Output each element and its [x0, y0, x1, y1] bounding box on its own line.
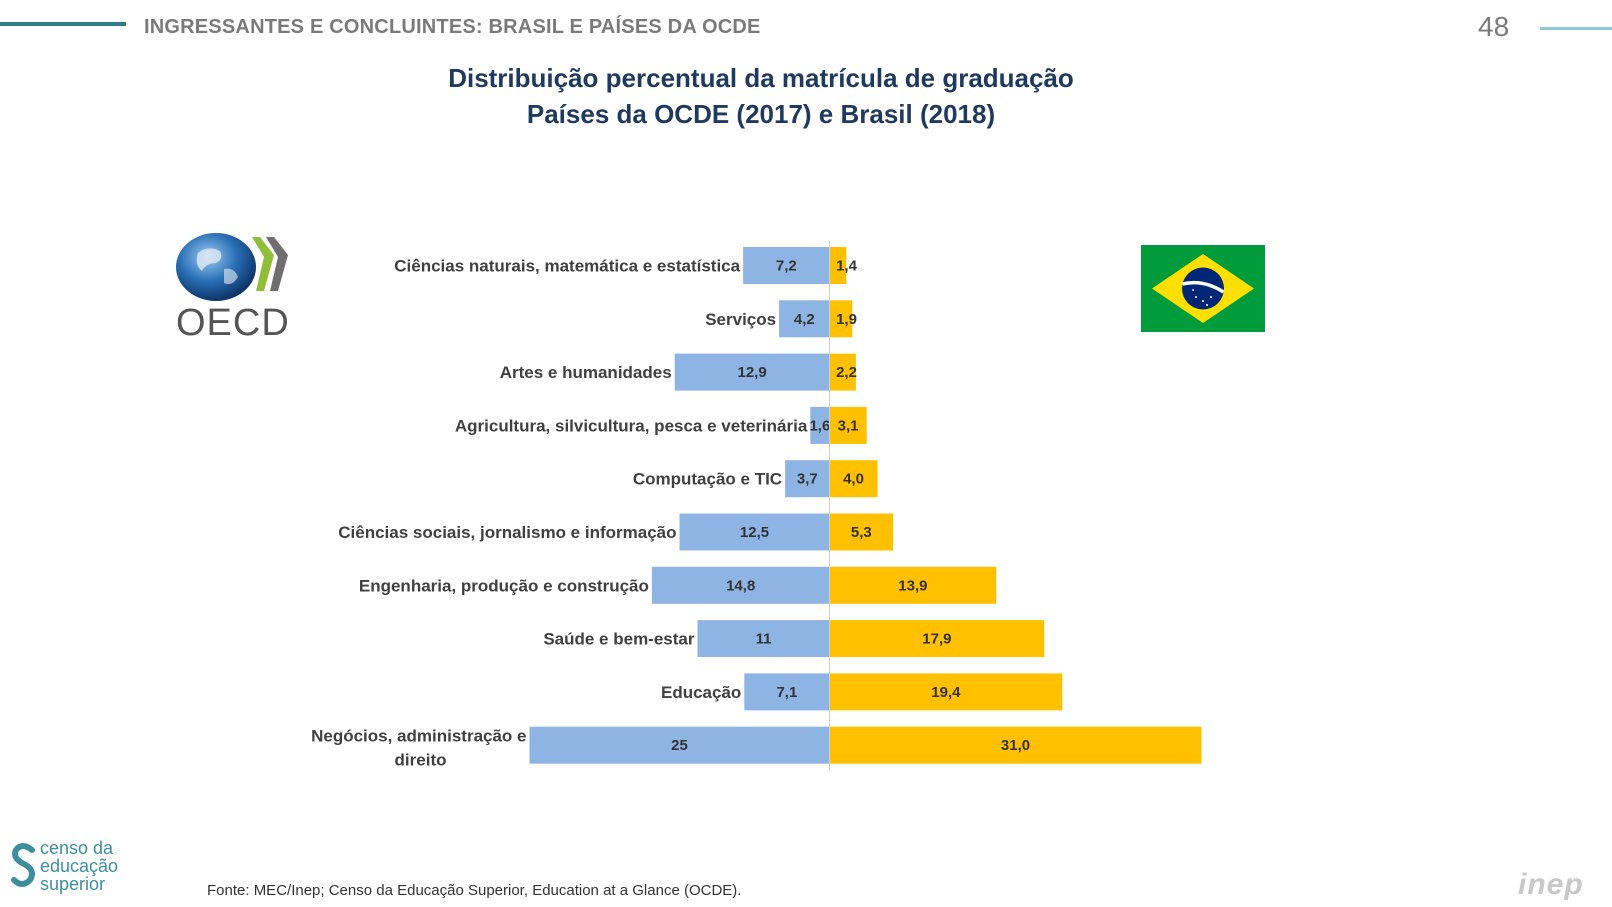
bar-brasil-1 — [829, 300, 853, 338]
brazil-flag-icon — [1141, 245, 1265, 332]
header-accent-line-right — [1540, 27, 1612, 30]
value-label-brasil-9: 31,0 — [1001, 737, 1030, 754]
source-note: Fonte: MEC/Inep; Censo da Educação Super… — [207, 882, 742, 899]
bar-oecd-5 — [679, 513, 830, 551]
value-label-oecd-0: 7,2 — [776, 258, 797, 275]
chevron-icon — [252, 237, 274, 291]
category-label-3: Agricultura, silvicultura, pesca e veter… — [455, 416, 808, 435]
value-label-oecd-6: 14,8 — [726, 577, 755, 594]
bar-brasil-0 — [829, 247, 847, 284]
bar-brasil-7 — [829, 620, 1045, 658]
value-label-brasil-1: 1,9 — [836, 311, 857, 328]
bar-oecd-4 — [785, 460, 830, 498]
value-label-oecd-4: 3,7 — [797, 471, 818, 488]
globe-icon — [176, 233, 256, 301]
bar-brasil-8 — [829, 673, 1063, 711]
oecd-logo: OECD — [176, 233, 290, 343]
category-label-0: Ciências naturais, matemática e estatíst… — [394, 257, 740, 276]
category-label-1: Serviços — [705, 310, 776, 329]
value-label-brasil-3: 3,1 — [838, 417, 859, 434]
bar-brasil-2 — [829, 353, 856, 391]
value-label-brasil-5: 5,3 — [851, 524, 872, 541]
header-accent-line-left — [0, 22, 126, 26]
value-label-oecd-5: 12,5 — [740, 524, 769, 541]
category-label-2: Artes e humanidades — [500, 363, 672, 382]
value-label-brasil-6: 13,9 — [898, 577, 927, 594]
category-label-6: Engenharia, produção e construção — [359, 576, 649, 595]
page-number: 48 — [1478, 11, 1510, 42]
value-label-oecd-1: 4,2 — [794, 311, 815, 328]
censo-line-1: censo da — [40, 838, 114, 858]
value-label-brasil-4: 4,0 — [843, 471, 864, 488]
value-label-oecd-8: 7,1 — [776, 684, 797, 701]
category-label-8: Educação — [661, 683, 741, 702]
bar-oecd-7 — [697, 620, 830, 658]
censo-logo: censo da educação superior — [10, 838, 150, 904]
inep-logo: inep — [1518, 868, 1584, 901]
category-label-9-line2: direito — [395, 751, 447, 770]
bar-oecd-2 — [674, 353, 830, 391]
category-label-5: Ciências sociais, jornalismo e informaçã… — [338, 523, 676, 542]
chart-title-line-2: Países da OCDE (2017) e Brasil (2018) — [526, 99, 996, 129]
bar-oecd-0 — [743, 247, 830, 284]
section-title: INGRESSANTES E CONCLUINTES: BRASIL E PAÍ… — [144, 16, 761, 38]
bar-oecd-9 — [529, 726, 830, 764]
bar-brasil-4 — [829, 460, 878, 498]
bar-brasil-9 — [829, 726, 1202, 764]
value-label-brasil-2: 2,2 — [836, 364, 857, 381]
chart-title-line-1: Distribuição percentual da matrícula de … — [448, 63, 1074, 93]
value-label-brasil-0: 1,4 — [836, 258, 858, 275]
value-label-oecd-7: 11 — [756, 631, 772, 648]
bar-oecd-1 — [779, 300, 830, 338]
censo-line-2: educação — [40, 856, 119, 876]
oecd-wordmark: OECD — [176, 302, 290, 343]
censo-s-icon — [11, 843, 35, 887]
bar-brasil-3 — [829, 406, 867, 444]
censo-line-3: superior — [40, 874, 106, 894]
category-label-7: Saúde e bem-estar — [543, 630, 695, 649]
value-label-oecd-9: 25 — [671, 737, 688, 754]
value-label-oecd-2: 12,9 — [737, 364, 766, 381]
category-label-4: Computação e TIC — [633, 470, 782, 489]
bar-brasil-5 — [829, 513, 894, 551]
bar-oecd-6 — [651, 566, 830, 604]
bar-oecd-3 — [810, 406, 830, 444]
value-label-brasil-7: 17,9 — [922, 631, 951, 648]
bar-oecd-8 — [744, 673, 830, 711]
value-label-brasil-8: 19,4 — [931, 684, 961, 701]
bar-brasil-6 — [829, 566, 997, 604]
category-label-9: Negócios, administração e — [311, 727, 526, 746]
value-label-oecd-3: 1,6 — [809, 417, 830, 434]
